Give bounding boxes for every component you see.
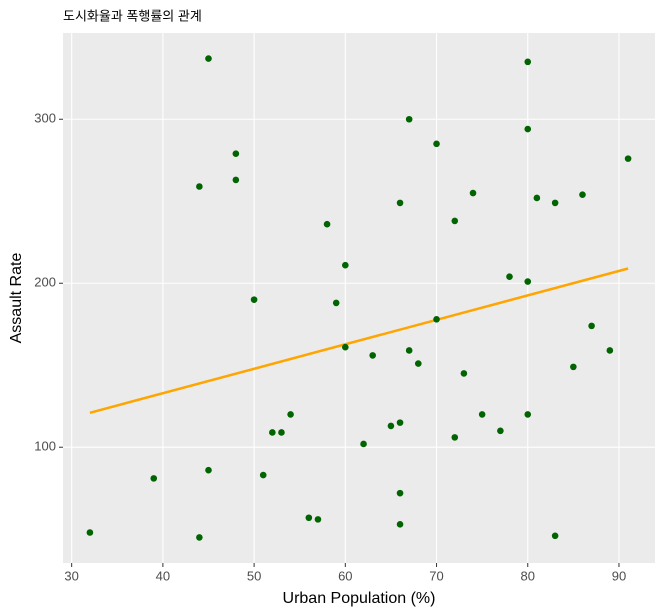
point (396, 489, 404, 497)
point (451, 217, 459, 225)
y-axis-label: Assault Rate (8, 253, 25, 344)
point (624, 155, 632, 162)
point (478, 411, 486, 418)
point (396, 419, 404, 426)
point (524, 411, 532, 418)
point (606, 347, 614, 354)
point (533, 194, 541, 202)
point (250, 296, 258, 303)
point (332, 299, 340, 307)
y-tick-label: 100 (34, 439, 56, 454)
point (287, 411, 294, 418)
point (369, 352, 376, 359)
point (342, 261, 349, 269)
point (570, 363, 577, 371)
point (269, 429, 276, 436)
x-tick-label: 50 (247, 568, 261, 583)
point (205, 466, 212, 474)
point (396, 199, 404, 207)
y-tick-label: 200 (34, 275, 56, 290)
point (506, 273, 513, 280)
point (360, 440, 367, 448)
point (387, 422, 395, 430)
fit-line (89, 267, 629, 414)
point (414, 360, 422, 367)
point (433, 316, 440, 323)
x-tick-label: 80 (521, 568, 535, 583)
point (196, 534, 203, 541)
x-axis-label: Urban Population (%) (283, 590, 436, 607)
point (524, 58, 532, 66)
point (497, 427, 504, 435)
point (460, 370, 468, 377)
point (524, 125, 532, 133)
point (86, 529, 94, 536)
point (205, 55, 212, 62)
point (405, 347, 413, 354)
point (405, 115, 413, 123)
point (305, 514, 313, 522)
point (469, 189, 477, 197)
point (232, 150, 240, 157)
x-tick-label: 90 (612, 568, 626, 583)
point (232, 176, 240, 184)
x-tick-label: 40 (156, 568, 170, 583)
y-tick-label: 300 (34, 111, 56, 126)
point (259, 471, 267, 479)
x-tick-label: 30 (64, 568, 78, 583)
point (451, 434, 459, 441)
point (551, 532, 559, 540)
point (588, 322, 595, 330)
point (396, 520, 404, 528)
chart-title: 도시화율과 폭행률의 관계 (63, 8, 202, 23)
point (323, 220, 331, 228)
point (579, 191, 586, 198)
point (150, 475, 158, 482)
point (433, 140, 440, 148)
x-tick-label: 70 (429, 568, 443, 583)
point (314, 516, 322, 523)
point (196, 183, 203, 190)
panel (63, 33, 655, 563)
point (342, 343, 349, 351)
point (551, 199, 559, 207)
x-tick-label: 60 (338, 568, 352, 583)
point (278, 429, 285, 436)
point (524, 278, 532, 285)
